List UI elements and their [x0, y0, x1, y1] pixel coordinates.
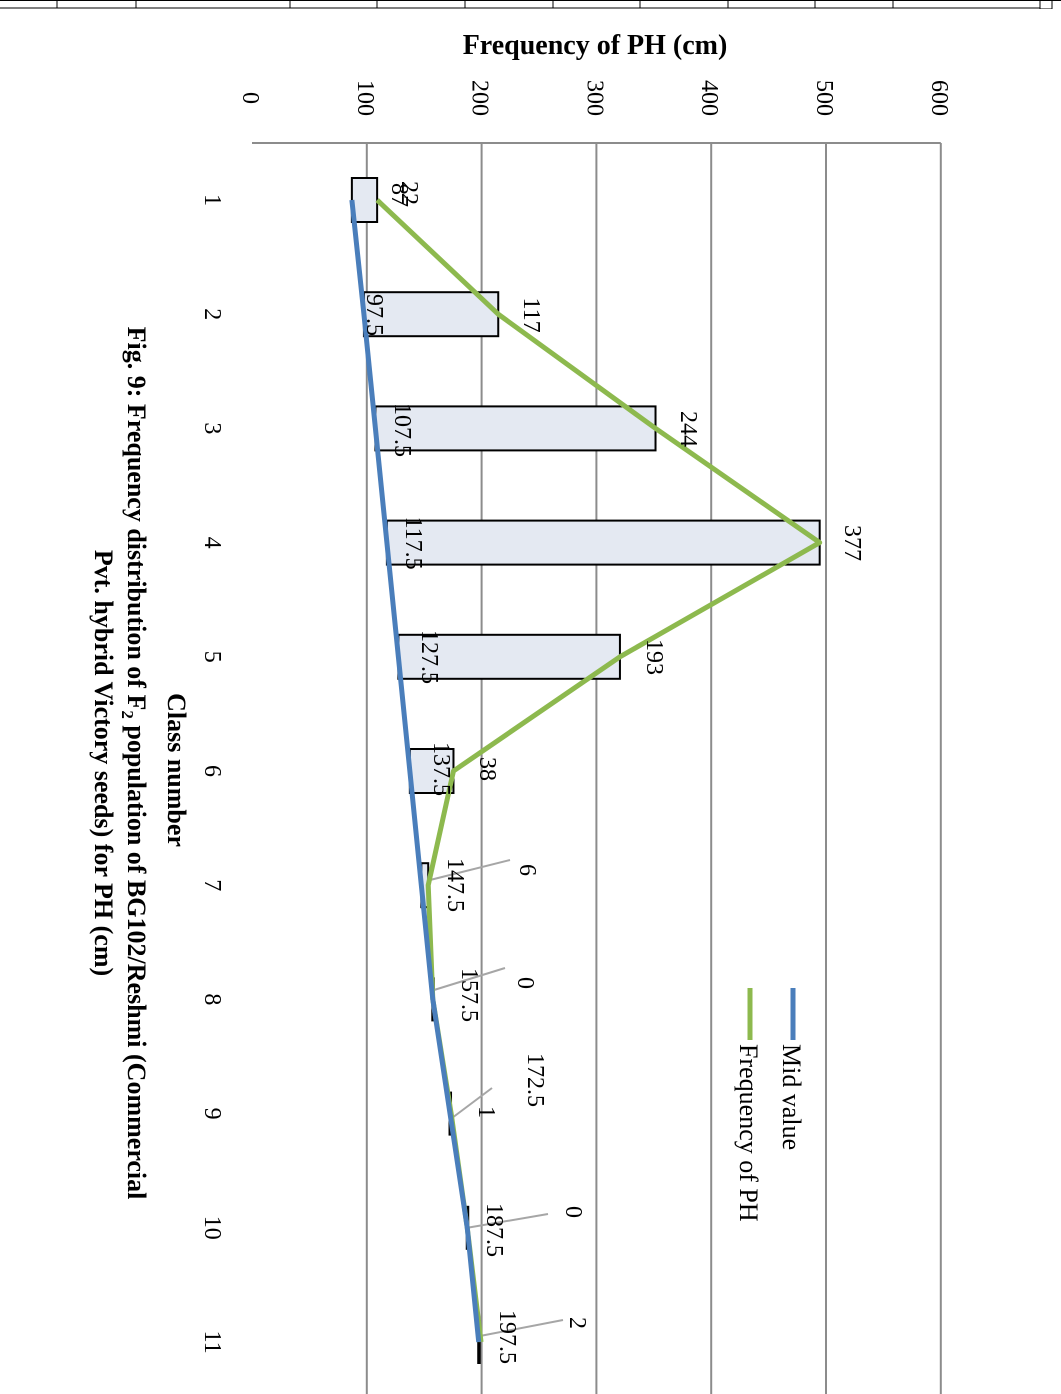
data-label-frequency-6: 38 — [474, 757, 500, 781]
table-top-border — [0, 0, 1061, 9]
caption-line-2: Pvt. hybrid Victory seeds) for PH (cm) — [89, 550, 118, 976]
grid-lines — [252, 142, 942, 1394]
y-tick-600: 600 — [926, 80, 952, 116]
x-axis-title: Class number — [162, 693, 191, 847]
data-label-frequency-8: 0 — [512, 977, 538, 989]
bar-4 — [385, 519, 821, 566]
y-tick-100: 100 — [352, 80, 378, 116]
data-label-mid-value-3: 107.5 — [389, 403, 415, 457]
svg-text:Fig. 9: Frequency distribution: Fig. 9: Frequency distribution of F2 pop… — [118, 327, 151, 1200]
data-label-frequency-9: 1 — [473, 1106, 499, 1118]
data-label-frequency-1: 22 — [396, 181, 422, 205]
data-label-frequency-10: 0 — [560, 1206, 586, 1218]
leader-line-8 — [433, 967, 506, 991]
bar-3 — [374, 405, 657, 452]
caption-text-1-rest: population of BG102/Reshmi (Commercial — [122, 719, 151, 1200]
series-lines — [349, 198, 823, 1343]
label-leader-lines — [429, 859, 564, 1337]
y-tick-labels: 0 100 200 300 400 500 600 — [237, 80, 952, 116]
legend-label-mid-value: Mid value — [777, 1044, 806, 1150]
caption-subscript: 2 — [118, 710, 137, 719]
y-tick-300: 300 — [581, 80, 607, 116]
x-tick-2: 2 — [199, 308, 225, 320]
data-label-frequency-2: 117 — [518, 297, 544, 332]
x-tick-labels: 1 2 3 4 5 6 7 8 9 10 11 — [199, 194, 225, 1354]
bar-2 — [362, 291, 500, 338]
x-tick-8: 8 — [199, 993, 225, 1005]
series-line-mid-value — [349, 199, 482, 1343]
data-label-mid-value-10: 187.5 — [481, 1203, 507, 1257]
x-tick-5: 5 — [199, 651, 225, 663]
data-label-mid-value-2: 97.5 — [361, 294, 387, 336]
x-tick-9: 9 — [199, 1108, 225, 1120]
legend: Mid value Frequency of PH — [734, 988, 806, 1222]
leader-line-10 — [465, 1213, 549, 1229]
x-tick-4: 4 — [199, 537, 225, 549]
data-label-mid-value-6: 137.5 — [428, 742, 454, 796]
x-tick-11: 11 — [199, 1330, 225, 1353]
data-label-mid-value-4: 117.5 — [400, 516, 426, 569]
data-label-frequency-3: 244 — [675, 411, 701, 447]
x-tick-7: 7 — [199, 879, 225, 891]
bar-5 — [397, 633, 621, 680]
x-tick-10: 10 — [199, 1216, 225, 1240]
y-tick-400: 400 — [696, 80, 722, 116]
data-label-mid-value-5: 127.5 — [416, 630, 442, 684]
x-tick-6: 6 — [199, 765, 225, 777]
data-label-frequency-5: 193 — [641, 639, 667, 675]
y-tick-200: 200 — [467, 80, 493, 116]
caption-text-1: Fig. 9: Frequency distribution of F — [122, 327, 151, 711]
data-label-mid-value-1: 87 — [386, 183, 412, 207]
leader-line-11 — [479, 1319, 564, 1337]
data-label-mid-value-7: 147.5 — [442, 858, 468, 912]
data-labels: 22 117 244 377 193 38 6 0 1 0 2 87 97.5 107.5 117.5 127… — [361, 181, 865, 1364]
data-label-frequency-11: 2 — [564, 1317, 590, 1329]
data-label-frequency-7: 6 — [514, 864, 540, 876]
y-tick-0: 0 — [237, 92, 263, 104]
chart-title: Frequency of PH (cm) — [463, 30, 728, 61]
data-label-frequency-4: 377 — [839, 525, 865, 561]
figure-caption: Fig. 9: Frequency distribution of F2 pop… — [89, 327, 151, 1200]
x-tick-3: 3 — [199, 422, 225, 434]
data-label-mid-value-11: 197.5 — [494, 1310, 520, 1364]
leader-line-9 — [451, 1087, 493, 1119]
leader-line-7 — [429, 859, 511, 881]
y-tick-500: 500 — [811, 80, 837, 116]
data-label-mid-value-9: 172.5 — [522, 1053, 548, 1107]
x-tick-1: 1 — [199, 194, 225, 206]
data-label-mid-value-8: 157.5 — [456, 968, 482, 1022]
legend-label-frequency: Frequency of PH — [734, 1044, 763, 1222]
